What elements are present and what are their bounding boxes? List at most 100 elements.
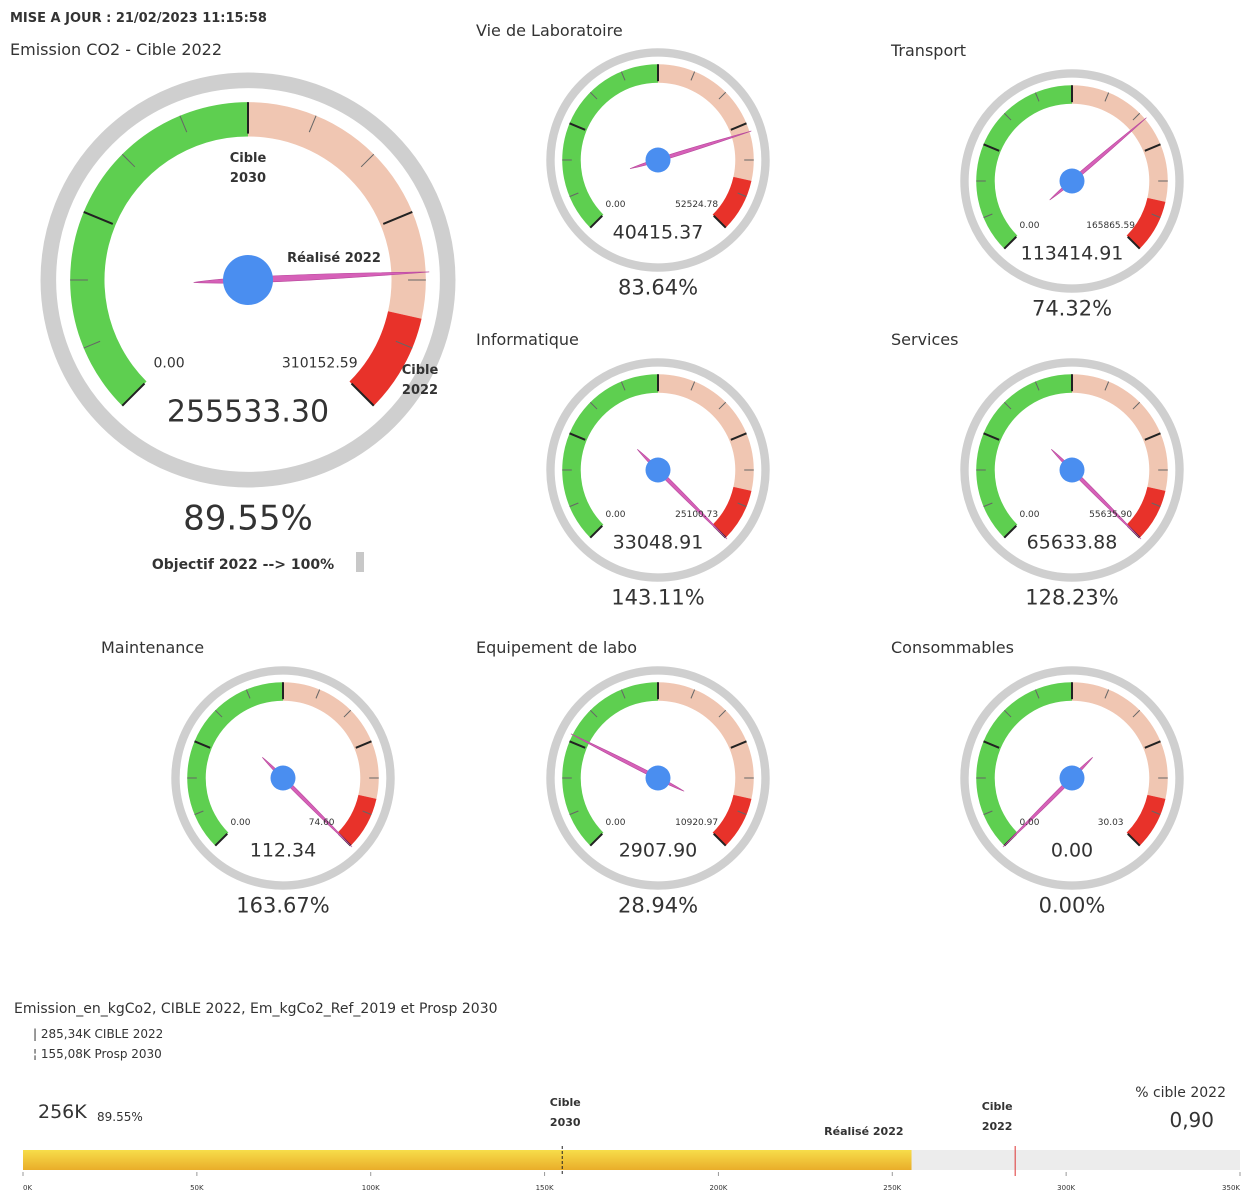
gauge-value: 40415.37 [613, 221, 704, 243]
gauge-band-red [712, 794, 752, 846]
gauge-value: 33048.91 [613, 531, 704, 553]
gauge-band-target [248, 102, 426, 319]
cible-2022-label: Cible [982, 1100, 1013, 1113]
gauge-band-green [976, 682, 1072, 846]
realise-label: Réalisé 2022 [824, 1125, 903, 1138]
cible-2022-label: 2022 [402, 383, 438, 398]
gauge-band-target [1072, 682, 1168, 799]
gauge-tick [121, 153, 136, 168]
gauge-tick [1151, 213, 1161, 219]
gauge-value: 112.34 [250, 839, 316, 861]
x-tick-label: 250K [883, 1184, 901, 1192]
gauge-band-red [1126, 794, 1166, 846]
gauge-percent: 28.94% [618, 893, 698, 917]
gauge-band-green [976, 85, 1072, 249]
gauge-band-red [349, 311, 422, 406]
gauge-tick [194, 810, 204, 816]
gauge-title: Services [891, 330, 958, 349]
gauge-tick [1003, 709, 1012, 718]
gauge-band-red [1126, 197, 1166, 249]
objective: Objectif 2022 --> 100% [152, 557, 334, 573]
gauge-tick [308, 115, 317, 133]
gauge-band-green [562, 64, 658, 228]
gauge-tick [589, 215, 603, 229]
x-tick-label: 300K [1057, 1184, 1075, 1192]
gauge-tick [690, 71, 696, 81]
gauge-tick [362, 810, 372, 816]
gauge-band-green [187, 682, 283, 846]
gauge-min-label: 0.00 [230, 818, 250, 828]
gauge-tick [569, 740, 586, 749]
gauge-target-label: 10920.97 [675, 818, 718, 828]
gauge-ring [171, 666, 395, 890]
gauge-band-target [658, 682, 754, 799]
cible-2022-label: Cible [402, 363, 439, 378]
gauge-min-label: 0.00 [605, 510, 625, 520]
gauge-tick [983, 213, 993, 219]
gauge-title: Equipement de labo [476, 638, 637, 657]
gauge-tick [1104, 92, 1110, 102]
gauge-band-green [562, 374, 658, 538]
gauge-value: 0.00 [1051, 839, 1093, 861]
gauge-title: Transport [890, 41, 966, 60]
gauge-tick [713, 833, 727, 847]
gauge-ring [960, 358, 1184, 582]
kpi-title: % cible 2022 [1135, 1085, 1226, 1101]
gauge-tick [214, 709, 223, 718]
gauge-band-red [712, 486, 752, 538]
gauge-tick [589, 525, 603, 539]
bullet-legend: | 285,34K CIBLE 2022 [33, 1027, 163, 1041]
realise-label: Réalisé 2022 [287, 251, 381, 266]
gauge-min-label: 0.00 [1019, 221, 1039, 231]
gauge-tick [983, 740, 1000, 749]
kpi-value: 0,90 [1169, 1108, 1214, 1132]
gauge-tick [718, 709, 727, 718]
gauge-tick [1151, 810, 1161, 816]
main-title: Emission CO2 - Cible 2022 [10, 40, 222, 59]
gauge-min-label: 0.00 [1019, 510, 1039, 520]
bullet-percent: 89.55% [97, 1110, 143, 1124]
gauge-band-green [976, 374, 1072, 538]
gauge-tick [1034, 381, 1040, 391]
gauge-value: 255533.30 [167, 394, 329, 429]
gauge-band-green [70, 102, 248, 406]
cible-2022-label: 2022 [982, 1120, 1013, 1133]
gauge-tick [1144, 740, 1161, 749]
gauge-tick [1144, 143, 1161, 152]
gauge-min-label: 0.00 [153, 355, 184, 371]
gauge-tick [620, 71, 626, 81]
gauge-band-target [658, 64, 754, 181]
gauge-tick [569, 810, 579, 816]
bullet-bar [23, 1150, 912, 1170]
x-tick-label: 100K [362, 1184, 380, 1192]
gauge-ring [546, 666, 770, 890]
gauge-tick [589, 709, 598, 718]
gauge-target-label: 310152.59 [282, 355, 358, 371]
gauge-title: Maintenance [101, 638, 204, 657]
gauge-hub [1059, 457, 1085, 483]
gauge-hub [1059, 765, 1085, 791]
gauge-min-label: 0.00 [605, 818, 625, 828]
gauge-tick [1003, 236, 1017, 250]
gauge-tick [569, 502, 579, 508]
gauge-tick [1104, 689, 1110, 699]
gauge-percent: 74.32% [1032, 296, 1112, 320]
gauge-tick [350, 382, 375, 407]
gauge-target-label: 25100.73 [675, 510, 718, 520]
gauge-tick [83, 211, 114, 225]
cible-2030-label: 2030 [230, 171, 266, 186]
gauge-percent: 83.64% [618, 275, 698, 299]
gauge-tick [690, 689, 696, 699]
gauge-target-label: 52524.78 [675, 200, 718, 210]
gauge-percent: 128.23% [1025, 585, 1118, 609]
gauge-tick [382, 211, 413, 225]
gauge-band-green [562, 682, 658, 846]
gauge-tick [983, 432, 1000, 441]
gauge-hub [645, 457, 671, 483]
gauge-tick [360, 153, 375, 168]
gauge-tick [343, 709, 352, 718]
gauge-percent: 163.67% [236, 893, 329, 917]
gauge-tick [1034, 92, 1040, 102]
gauge-tick [214, 833, 228, 847]
